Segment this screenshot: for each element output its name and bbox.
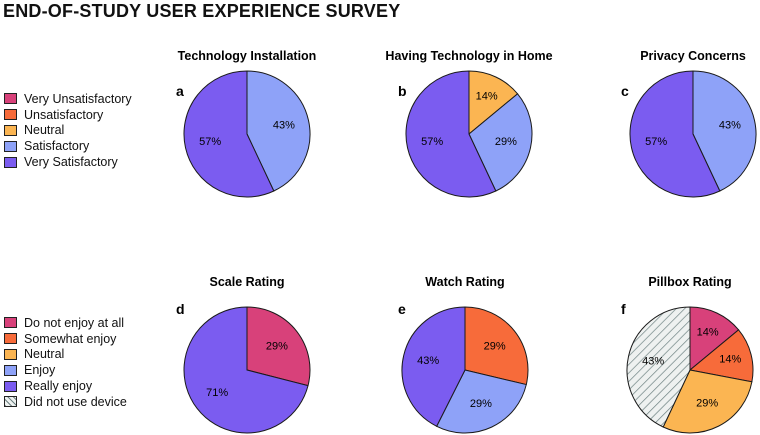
legend-item: Unsatisfactory bbox=[4, 107, 132, 123]
chart-title: Having Technology in Home bbox=[385, 49, 552, 63]
legend-item: Very Unsatisfactory bbox=[4, 91, 132, 107]
chart-title: Watch Rating bbox=[425, 275, 504, 289]
legend-swatch bbox=[4, 348, 17, 360]
slice-label: 29% bbox=[495, 136, 517, 148]
panel-letter: e bbox=[398, 301, 406, 317]
legend-label: Neutral bbox=[24, 123, 65, 138]
legend-swatch bbox=[4, 140, 17, 152]
pie-slice bbox=[246, 306, 311, 387]
panel-letter: c bbox=[621, 83, 629, 99]
pie-slice bbox=[405, 70, 497, 198]
legend-swatch bbox=[4, 124, 17, 136]
slice-label: 43% bbox=[719, 120, 741, 132]
pie-slice bbox=[626, 306, 691, 428]
legend-label: Did not use device bbox=[24, 394, 127, 409]
slice-label: 14% bbox=[476, 90, 498, 102]
legend-item: Really enjoy bbox=[4, 378, 127, 394]
legend-swatch bbox=[4, 93, 17, 105]
legend-item: Somewhat enjoy bbox=[4, 331, 127, 347]
legend-label: Satisfactory bbox=[24, 139, 90, 154]
legend-swatch bbox=[4, 333, 17, 345]
pie-chart-b: Having Technology in Home b 14% 29% 57% bbox=[385, 49, 553, 198]
slice-label: 43% bbox=[273, 120, 295, 132]
slice-label: 57% bbox=[199, 136, 221, 148]
legend-item: Neutral bbox=[4, 347, 127, 363]
slice-label: 43% bbox=[642, 356, 664, 368]
legend-enjoyment: Do not enjoy at all Somewhat enjoy Neutral… bbox=[4, 315, 127, 410]
legend-label: Do not enjoy at all bbox=[24, 315, 125, 330]
legend-swatch bbox=[4, 109, 17, 121]
legend-label: Very Satisfactory bbox=[24, 155, 118, 170]
chart-title: Privacy Concerns bbox=[640, 49, 746, 63]
legend-label: Enjoy bbox=[24, 363, 56, 378]
slice-label: 43% bbox=[417, 355, 439, 367]
legend-item: Very Satisfactory bbox=[4, 154, 132, 170]
legend-swatch bbox=[4, 317, 17, 329]
panel-letter: a bbox=[176, 83, 184, 99]
pie-slice bbox=[435, 369, 527, 434]
legend-swatch bbox=[4, 396, 17, 408]
legend-swatch bbox=[4, 156, 17, 168]
slice-label: 57% bbox=[421, 136, 443, 148]
legend-label: Really enjoy bbox=[24, 379, 93, 394]
legend-label: Very Unsatisfactory bbox=[24, 91, 132, 106]
pie-slice bbox=[183, 70, 275, 198]
legend-satisfaction: Very Unsatisfactory Unsatisfactory Neutral… bbox=[4, 91, 132, 170]
pie-chart-d: Scale Rating d 29% 71% bbox=[176, 275, 311, 434]
legend-label: Somewhat enjoy bbox=[24, 331, 117, 346]
legend-swatch bbox=[4, 380, 17, 392]
pie-slice bbox=[629, 70, 721, 198]
legend-swatch bbox=[4, 364, 17, 376]
pie-slice bbox=[464, 306, 529, 386]
pie-chart-f: Pillbox Rating f 14% 14% 29% 43% bbox=[621, 275, 754, 434]
slice-label: 29% bbox=[266, 341, 288, 353]
pie-slice bbox=[688, 329, 754, 383]
legend-label: Unsatisfactory bbox=[24, 107, 104, 122]
panel-letter: d bbox=[176, 301, 185, 317]
slice-label: 29% bbox=[696, 398, 718, 410]
slice-label: 57% bbox=[645, 136, 667, 148]
slice-label: 14% bbox=[697, 326, 719, 338]
slice-label: 29% bbox=[470, 398, 492, 410]
legend-label: Neutral bbox=[24, 347, 65, 362]
legend-item: Neutral bbox=[4, 123, 132, 139]
panel-letter: f bbox=[621, 301, 626, 317]
chart-title: Pillbox Rating bbox=[648, 275, 731, 289]
chart-title: Technology Installation bbox=[178, 49, 317, 63]
legend-item: Satisfactory bbox=[4, 138, 132, 154]
pie-chart-e: Watch Rating e 29% 29% 43% bbox=[398, 275, 529, 434]
pie-slice bbox=[246, 70, 311, 192]
legend-item: Do not enjoy at all bbox=[4, 315, 127, 331]
pie-chart-c: Privacy Concerns c 43% 57% bbox=[621, 49, 757, 198]
pie-chart-a: Technology Installation a 43% 57% bbox=[176, 49, 317, 198]
pie-slice bbox=[468, 70, 519, 136]
pie-slice bbox=[689, 306, 740, 372]
legend-item: Enjoy bbox=[4, 362, 127, 378]
pie-slice bbox=[183, 306, 309, 434]
slice-label: 14% bbox=[719, 354, 741, 366]
chart-title: Scale Rating bbox=[209, 275, 284, 289]
pie-slice bbox=[662, 369, 753, 434]
pie-slice bbox=[401, 306, 466, 427]
slice-label: 29% bbox=[484, 341, 506, 353]
legend-item: Did not use device bbox=[4, 394, 127, 410]
pie-slice bbox=[692, 70, 757, 192]
panel-letter: b bbox=[398, 83, 407, 99]
page-title: END-OF-STUDY USER EXPERIENCE SURVEY bbox=[3, 1, 401, 21]
slice-label: 71% bbox=[206, 387, 228, 399]
